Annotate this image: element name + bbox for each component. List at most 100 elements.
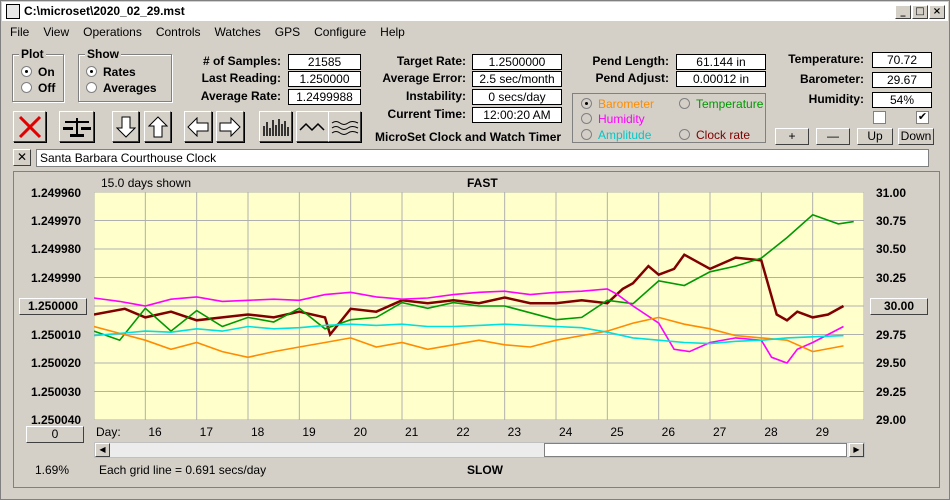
legend-temperature[interactable]: Temperature [679, 97, 763, 111]
x-tick-label: 24 [559, 425, 573, 439]
x-tick-label: 18 [251, 425, 265, 439]
barometer-label: Barometer: [799, 72, 864, 86]
radio-dot-icon [21, 66, 32, 77]
close-clock-button[interactable]: ✕ [13, 149, 31, 166]
left-arrow-icon: ◀ [99, 445, 106, 454]
title-bar: C:\microset\2020_02_29.mst _ □ × [2, 2, 948, 21]
grid-note-label: Each grid line = 0.691 secs/day [99, 463, 267, 477]
x-tick-label: 19 [302, 425, 316, 439]
x-tick-label: 22 [456, 425, 470, 439]
y-right-tick: 30.25 [876, 271, 907, 285]
legend-amplitude[interactable]: Amplitude [581, 128, 651, 142]
average-rate-value: 1.2499988 [288, 89, 361, 105]
arrow-down-button[interactable] [112, 111, 139, 142]
menu-configure[interactable]: Configure [314, 25, 367, 39]
series-legend: Barometer Temperature Humidity Amplitude… [572, 93, 766, 143]
arrow-up-icon [147, 115, 168, 137]
instability-label: Instability: [405, 89, 466, 103]
x-tick-label: 26 [661, 425, 676, 439]
scroll-right-arrow[interactable]: ▶ [849, 443, 864, 457]
show-rates-radio[interactable]: Rates [86, 65, 136, 79]
percent-label: 1.69% [35, 463, 70, 477]
legend-humidity[interactable]: Humidity [581, 112, 645, 126]
x-tick-label: 16 [148, 425, 162, 439]
humidity-value: 54% [872, 92, 932, 108]
plot-on-radio[interactable]: On [21, 65, 55, 79]
arrow-up-button[interactable] [144, 111, 171, 142]
smooth-view-button[interactable] [328, 111, 361, 142]
radio-dot-icon [679, 98, 690, 109]
y-left-tick: 1.250030 [31, 385, 82, 399]
menu-gps[interactable]: GPS [274, 25, 301, 39]
arrow-right-button[interactable] [216, 111, 244, 142]
menu-controls[interactable]: Controls [155, 25, 201, 39]
center-env-button[interactable]: 30.00 [870, 298, 928, 315]
x-tick-label: 21 [405, 425, 419, 439]
x-tick-label: 29 [815, 425, 830, 439]
pend-adjust-value: 0.00012 in [676, 71, 766, 87]
target-rate-label: Target Rate: [396, 54, 466, 68]
bar-samples-icon [262, 118, 289, 136]
y-left-tick: 1.249960 [31, 186, 82, 200]
show-averages-label: Averages [103, 81, 157, 95]
legend-clock-rate[interactable]: Clock rate [679, 128, 750, 142]
left-checkbox[interactable] [873, 111, 886, 124]
show-group-title: Show [85, 47, 121, 61]
legend-barometer-label: Barometer [598, 97, 655, 111]
y-left-tick: 1.250040 [31, 413, 82, 427]
menu-watches[interactable]: Watches [214, 25, 261, 39]
show-group: Show [78, 47, 172, 102]
y-left-tick: 1.250020 [31, 356, 82, 370]
show-averages-radio[interactable]: Averages [86, 81, 157, 95]
samples-view-button[interactable] [259, 111, 292, 142]
legend-temperature-label: Temperature [696, 97, 764, 111]
menu-help[interactable]: Help [380, 25, 405, 39]
last-reading-value: 1.250000 [288, 71, 361, 87]
legend-humidity-label: Humidity [598, 112, 645, 126]
radio-dot-icon [86, 82, 97, 93]
last-reading-label: Last Reading: [201, 71, 281, 85]
close-icon: ✕ [16, 150, 28, 164]
right-checkbox[interactable]: ✔ [916, 111, 929, 124]
scroll-thumb[interactable] [544, 443, 847, 457]
arrow-left-icon [187, 116, 209, 137]
x-tick-label: 17 [199, 425, 214, 439]
radio-dot-icon [581, 98, 592, 109]
close-button[interactable]: × [929, 5, 945, 19]
samples-value: 21585 [288, 54, 361, 70]
average-error-label: Average Error: [382, 71, 466, 85]
down-button[interactable]: Down [898, 128, 934, 145]
radio-dot-icon [86, 66, 97, 77]
checkmark-icon: ✔ [917, 111, 928, 123]
maximize-button[interactable]: □ [912, 5, 928, 19]
up-button[interactable]: Up [857, 128, 893, 145]
target-rate-value[interactable]: 1.2500000 [472, 54, 562, 70]
center-rate-button[interactable]: 1.250000 [19, 298, 87, 315]
minimize-button[interactable]: _ [895, 5, 911, 19]
clear-button[interactable] [13, 111, 46, 142]
plus-button[interactable]: + [775, 128, 809, 145]
x-tick-label: 25 [610, 425, 624, 439]
menu-operations[interactable]: Operations [83, 25, 142, 39]
menu-view[interactable]: View [43, 25, 70, 39]
x-axis: Day: 16 17 18 19 20 21 22 23 24 25 26 27 28 29 [94, 425, 864, 441]
right-arrow-icon: ▶ [853, 445, 860, 454]
plot-off-radio[interactable]: Off [21, 81, 55, 95]
scroll-left-arrow[interactable]: ◀ [95, 443, 110, 457]
show-rates-label: Rates [103, 65, 136, 79]
legend-barometer[interactable]: Barometer [581, 97, 654, 111]
pend-length-value[interactable]: 61.144 in [676, 54, 766, 70]
zero-button[interactable]: 0 [26, 426, 84, 443]
slow-label: SLOW [467, 463, 503, 477]
plot-group-title: Plot [19, 47, 46, 61]
red-x-icon [18, 115, 41, 138]
clock-name-field[interactable]: Santa Barbara Courthouse Clock [36, 149, 929, 167]
wave-view-button[interactable] [296, 111, 329, 142]
minus-button[interactable]: — [816, 128, 850, 145]
time-scrollbar[interactable]: ◀ ▶ [94, 442, 865, 458]
balance-button[interactable] [59, 111, 94, 142]
arrow-left-button[interactable] [184, 111, 212, 142]
menu-file[interactable]: File [10, 25, 30, 39]
radio-dot-icon [679, 129, 690, 140]
y-right-tick: 29.25 [876, 385, 907, 399]
